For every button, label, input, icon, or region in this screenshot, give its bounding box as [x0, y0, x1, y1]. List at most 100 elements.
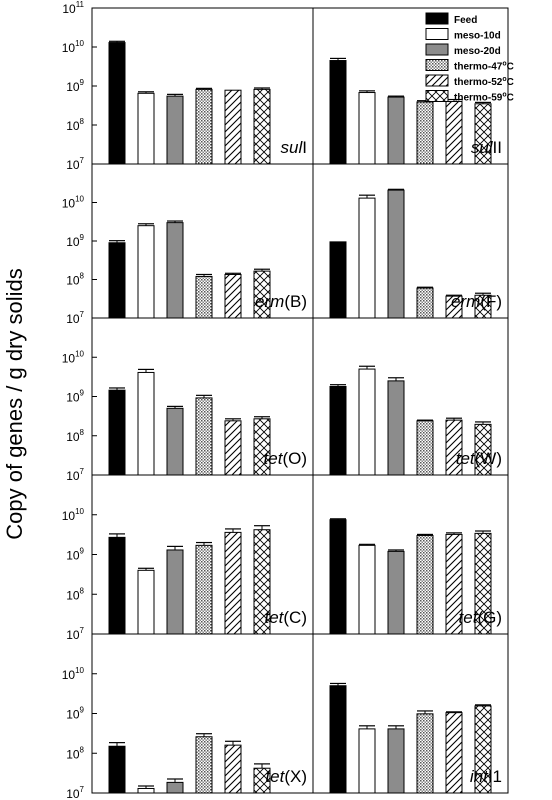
tick-base: 10 [66, 391, 80, 405]
tick-exponent: 10 [75, 195, 84, 204]
gene-name: int [470, 767, 489, 786]
y-tick-label: 108 [66, 745, 84, 761]
tick-base: 10 [66, 80, 80, 94]
legend-sup: o [502, 76, 506, 83]
panel-label: tet(O) [264, 449, 307, 468]
tick-base: 10 [62, 41, 76, 55]
tick-exponent: 10 [75, 666, 84, 675]
tick-exponent: 7 [80, 626, 85, 635]
y-tick-label: 109 [66, 78, 84, 94]
bar [445, 712, 463, 794]
tick-exponent: 9 [80, 78, 85, 87]
panel-sulII: sulII [312, 7, 509, 165]
gene-suffix: (O) [282, 449, 307, 468]
legend-swatch [425, 12, 449, 25]
gene-name: tet [265, 767, 285, 786]
bar [224, 420, 242, 476]
bar [416, 287, 434, 319]
tick-base: 10 [66, 588, 80, 602]
y-tick-label: 107 [66, 156, 84, 172]
tick-exponent: 7 [80, 310, 85, 319]
tick-base: 10 [62, 351, 76, 365]
panel-tetW: tet(W) [312, 317, 509, 476]
tick-exponent: 9 [80, 547, 85, 556]
tick-exponent: 9 [80, 233, 85, 242]
gene-name: erm [451, 292, 480, 311]
y-tick-label: 107 [66, 785, 84, 800]
panel-label: tet(W) [456, 449, 502, 468]
gene-name: tet [264, 608, 284, 627]
tick-base: 10 [66, 628, 80, 642]
bar [224, 273, 242, 319]
bar [108, 242, 126, 319]
gene-suffix: (X) [284, 767, 307, 786]
panel-ermF: erm(F) [312, 163, 509, 319]
tick-exponent: 9 [80, 389, 85, 398]
legend-swatch [425, 43, 449, 56]
tick-base: 10 [66, 274, 80, 288]
panel-label: erm(F) [451, 292, 502, 311]
panel-label: tet(X) [265, 767, 307, 786]
tick-base: 10 [62, 2, 76, 16]
gene-suffix: (W) [475, 449, 502, 468]
legend-swatch [425, 28, 449, 40]
legend-text-main: thermo-59 [454, 93, 503, 104]
bar [445, 101, 463, 165]
legend-label: meso-20d [454, 46, 501, 57]
panel-tetO: tet(O) [91, 317, 314, 476]
gene-name: sul [471, 138, 494, 157]
bar [108, 745, 126, 794]
bar [108, 42, 126, 165]
bar [416, 101, 434, 165]
bar [358, 368, 376, 476]
legend-unit: C [507, 93, 514, 104]
gene-suffix: I [302, 138, 307, 157]
bar [387, 380, 405, 476]
gene-name: tet [264, 449, 284, 468]
tick-base: 10 [62, 197, 76, 211]
bar [166, 781, 184, 794]
tick-base: 10 [66, 119, 80, 133]
bar [224, 531, 242, 635]
legend-label: thermo-47oC [454, 61, 514, 73]
legend-unit: C [507, 62, 514, 73]
bar [137, 92, 155, 165]
legend-swatch [425, 90, 449, 102]
bar [108, 536, 126, 635]
gene-suffix: (B) [284, 292, 307, 311]
bar [253, 88, 271, 165]
bar [387, 96, 405, 165]
bar [416, 713, 434, 794]
panel-tetX: tet(X) [91, 633, 314, 794]
bar [224, 89, 242, 165]
tick-exponent: 8 [80, 428, 85, 437]
legend: Feedmeso-10dmeso-20dthermo-47oCthermo-52… [425, 12, 514, 104]
tick-base: 10 [62, 509, 76, 523]
bar [387, 728, 405, 794]
bar [416, 535, 434, 635]
legend-text-main: meso-20d [454, 46, 501, 57]
tick-exponent: 8 [80, 586, 85, 595]
y-tick-label: 108 [66, 117, 84, 133]
gene-suffix: (F) [480, 292, 502, 311]
bar [137, 569, 155, 635]
gene-name: erm [255, 292, 284, 311]
panel-sulI: sulI [91, 7, 314, 165]
legend-label: thermo-59oC [454, 92, 514, 104]
tick-base: 10 [66, 158, 80, 172]
y-tick-label: 108 [66, 272, 84, 288]
tick-base: 10 [66, 430, 80, 444]
bar [195, 397, 213, 476]
bar [387, 550, 405, 635]
y-tick-label: 1010 [62, 39, 85, 55]
bar [166, 222, 184, 319]
gene-suffix: (C) [283, 608, 307, 627]
tick-base: 10 [66, 708, 80, 722]
y-tick-label: 109 [66, 389, 84, 405]
panel-intI1: intI1 [312, 633, 509, 794]
bar [137, 225, 155, 319]
legend-label: thermo-52oC [454, 76, 514, 88]
legend-label: meso-10d [454, 31, 501, 42]
